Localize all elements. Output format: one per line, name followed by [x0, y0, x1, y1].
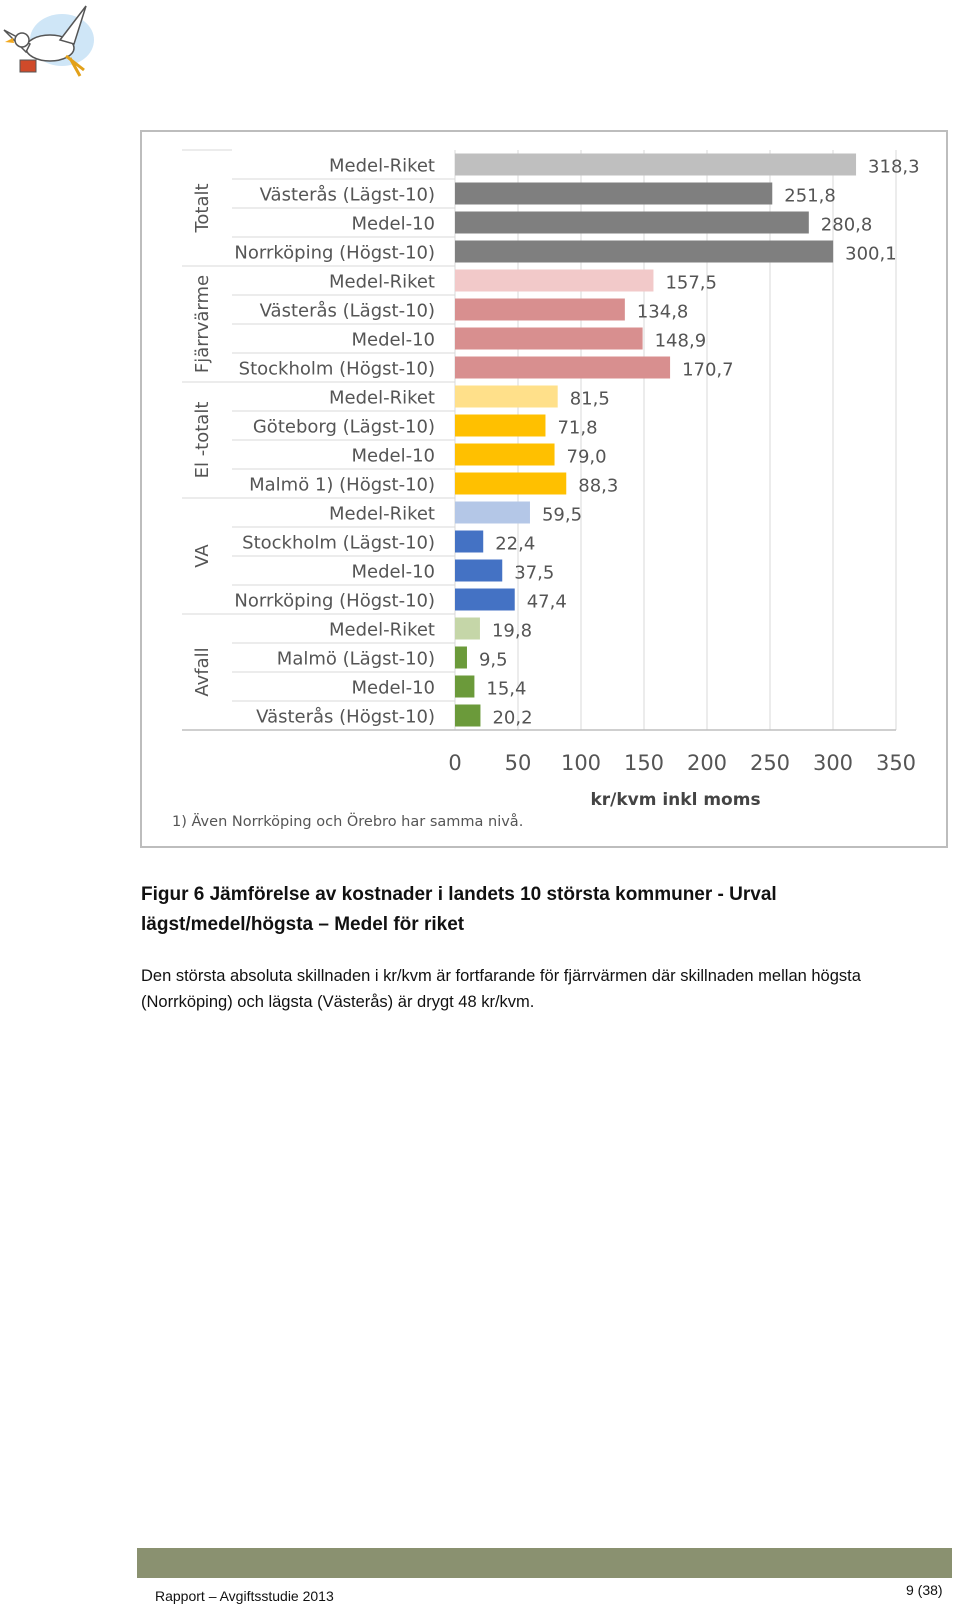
bar [455, 414, 546, 437]
category-label: Medel-Riket [329, 272, 435, 293]
data-label: 318,3 [868, 157, 920, 178]
group-label: VA [192, 544, 213, 568]
category-label: Västerås (Lägst-10) [260, 301, 435, 322]
bar [455, 182, 773, 205]
page-number: 9 (38) [906, 1582, 943, 1598]
data-label: 37,5 [514, 563, 554, 584]
bar [455, 269, 654, 292]
x-tick-label: 0 [448, 751, 461, 775]
bar [455, 559, 503, 582]
bar [455, 530, 484, 553]
category-label: Medel-10 [351, 562, 435, 583]
data-label: 81,5 [570, 389, 610, 410]
data-label: 19,8 [492, 621, 532, 642]
category-label: Malmö 1) (Högst-10) [249, 475, 435, 496]
data-label: 157,5 [665, 273, 717, 294]
data-label: 251,8 [784, 186, 836, 207]
category-label: Malmö (Lägst-10) [277, 649, 435, 670]
category-label: Norrköping (Högst-10) [234, 591, 435, 612]
group-label: Avfall [192, 647, 213, 696]
figure-caption: Figur 6 Jämförelse av kostnader i landet… [141, 884, 777, 935]
data-label: 15,4 [486, 679, 526, 700]
category-label: Medel-10 [351, 678, 435, 699]
bar [455, 298, 625, 321]
footer-text: Rapport – Avgiftsstudie 2013 [155, 1588, 334, 1604]
x-tick-label: 150 [624, 751, 664, 775]
bar [455, 240, 834, 263]
x-tick-label: 50 [505, 751, 532, 775]
bar-chart: Medel-Riket 318,3 Västerås (Lägst-10) 251,8… [172, 149, 920, 830]
data-label: 22,4 [495, 534, 535, 555]
bar [455, 153, 857, 176]
category-label: Medel-10 [351, 330, 435, 351]
bar [455, 385, 558, 408]
data-label: 47,4 [527, 592, 567, 613]
body-paragraph: Den största absoluta skillnaden i kr/kvm… [141, 967, 861, 1011]
group-label: Totalt [192, 183, 213, 233]
category-label: Medel-Riket [329, 620, 435, 641]
data-label: 88,3 [578, 476, 618, 497]
bar [455, 675, 475, 698]
category-label: Medel-Riket [329, 388, 435, 409]
bar [455, 356, 671, 379]
bar [455, 704, 481, 727]
group-label: El -totalt [192, 402, 213, 479]
category-label: Stockholm (Lägst-10) [242, 533, 435, 554]
data-label: 59,5 [542, 505, 582, 526]
x-tick-label: 350 [876, 751, 916, 775]
data-label: 280,8 [821, 215, 873, 236]
bar [455, 617, 480, 640]
data-label: 20,2 [492, 708, 532, 729]
bar [455, 211, 809, 234]
group-label: Fjärrvärme [192, 275, 213, 373]
chart-figure: Medel-Riket 318,3 Västerås (Lägst-10) 251,8… [140, 130, 948, 848]
category-label: Medel-Riket [329, 504, 435, 525]
data-label: 134,8 [637, 302, 689, 323]
x-axis-label: kr/kvm inkl moms [590, 790, 760, 810]
data-label: 9,5 [479, 650, 508, 671]
bar [455, 646, 467, 669]
data-label: 71,8 [557, 418, 597, 439]
category-label: Västerås (Högst-10) [256, 707, 435, 728]
category-label: Medel-10 [351, 214, 435, 235]
data-label: 300,1 [845, 244, 897, 265]
category-label: Medel-Riket [329, 156, 435, 177]
footer-bar [137, 1548, 952, 1578]
bar [455, 588, 515, 611]
category-label: Medel-10 [351, 446, 435, 467]
x-tick-label: 100 [561, 751, 601, 775]
data-label: 148,9 [655, 331, 707, 352]
x-tick-label: 250 [750, 751, 790, 775]
category-label: Stockholm (Högst-10) [239, 359, 435, 380]
bar [455, 443, 555, 466]
category-label: Norrköping (Högst-10) [234, 243, 435, 264]
bar [455, 472, 567, 495]
bar [455, 501, 530, 524]
x-tick-label: 200 [687, 751, 727, 775]
bar [455, 327, 643, 350]
bird-logo [3, 5, 94, 77]
data-label: 79,0 [567, 447, 607, 468]
chart-footnote: 1) Även Norrköping och Örebro har samma … [172, 812, 523, 830]
category-label: Västerås (Lägst-10) [260, 185, 435, 206]
x-tick-label: 300 [813, 751, 853, 775]
category-label: Göteborg (Lägst-10) [253, 417, 435, 438]
data-label: 170,7 [682, 360, 734, 381]
